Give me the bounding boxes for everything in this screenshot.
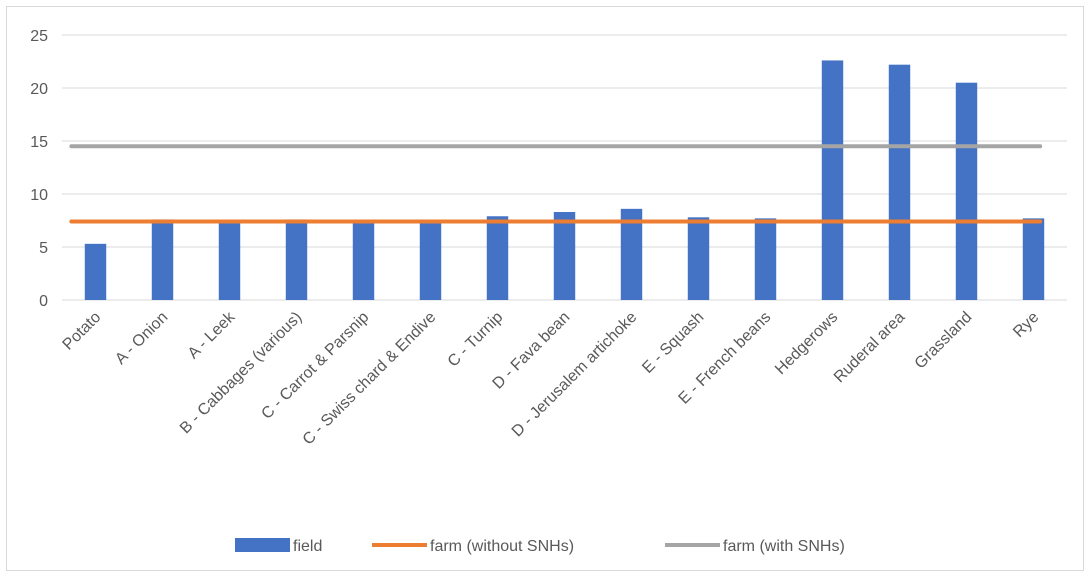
y-tick-label: 25 <box>30 28 48 45</box>
x-tick-label: Rye <box>1010 309 1042 341</box>
line-series <box>69 144 1043 224</box>
chart-frame: 0 5 10 15 20 25 Potato A - Onion A - Leek B - Ca… <box>6 6 1084 571</box>
bar-field <box>955 82 978 300</box>
x-tick-label: D - Jerusalem artichoke <box>509 309 641 441</box>
bar-field <box>620 208 643 300</box>
bar-field <box>218 221 241 300</box>
y-tick-label: 20 <box>30 81 48 98</box>
y-tick-label: 0 <box>39 293 48 310</box>
bar-field <box>687 217 710 300</box>
y-tick-label: 15 <box>30 134 48 151</box>
bar-field <box>754 218 777 300</box>
legend-label: farm (without SNHs) <box>430 538 574 555</box>
bar-field <box>821 60 844 300</box>
bar-field <box>553 212 576 300</box>
bar-field <box>352 221 375 300</box>
bar-field <box>888 64 911 301</box>
x-tick-label: Hedgerows <box>772 309 841 378</box>
x-tick-label: Grassland <box>912 309 976 373</box>
legend: field farm (without SNHs) farm (with SNHs) <box>235 538 845 555</box>
x-tick-label: A - Leek <box>185 308 239 362</box>
legend-swatch-bar <box>235 538 290 552</box>
bar-field <box>285 219 308 300</box>
bar-field <box>1022 218 1045 300</box>
x-tick-label: Potato <box>60 309 105 354</box>
x-tick-label: E - Squash <box>639 309 707 377</box>
bar-field <box>151 219 174 300</box>
x-tick-label: C - Turnip <box>445 309 507 371</box>
x-tick-label: B - Cabbages (various) <box>177 309 305 437</box>
x-tick-label: A - Onion <box>112 309 171 368</box>
legend-label: farm (with SNHs) <box>723 538 845 555</box>
bar-field <box>419 221 442 300</box>
bar-field <box>486 216 509 300</box>
y-tick-label: 10 <box>30 187 48 204</box>
legend-label: field <box>293 538 322 555</box>
y-tick-label: 5 <box>39 240 48 257</box>
y-axis-ticks: 0 5 10 15 20 25 <box>30 28 48 310</box>
x-tick-label: Ruderal area <box>831 309 909 387</box>
x-tick-label: C - Swiss chard & Endive <box>300 309 440 449</box>
bar-series <box>84 60 1045 301</box>
bar-field <box>84 243 107 300</box>
